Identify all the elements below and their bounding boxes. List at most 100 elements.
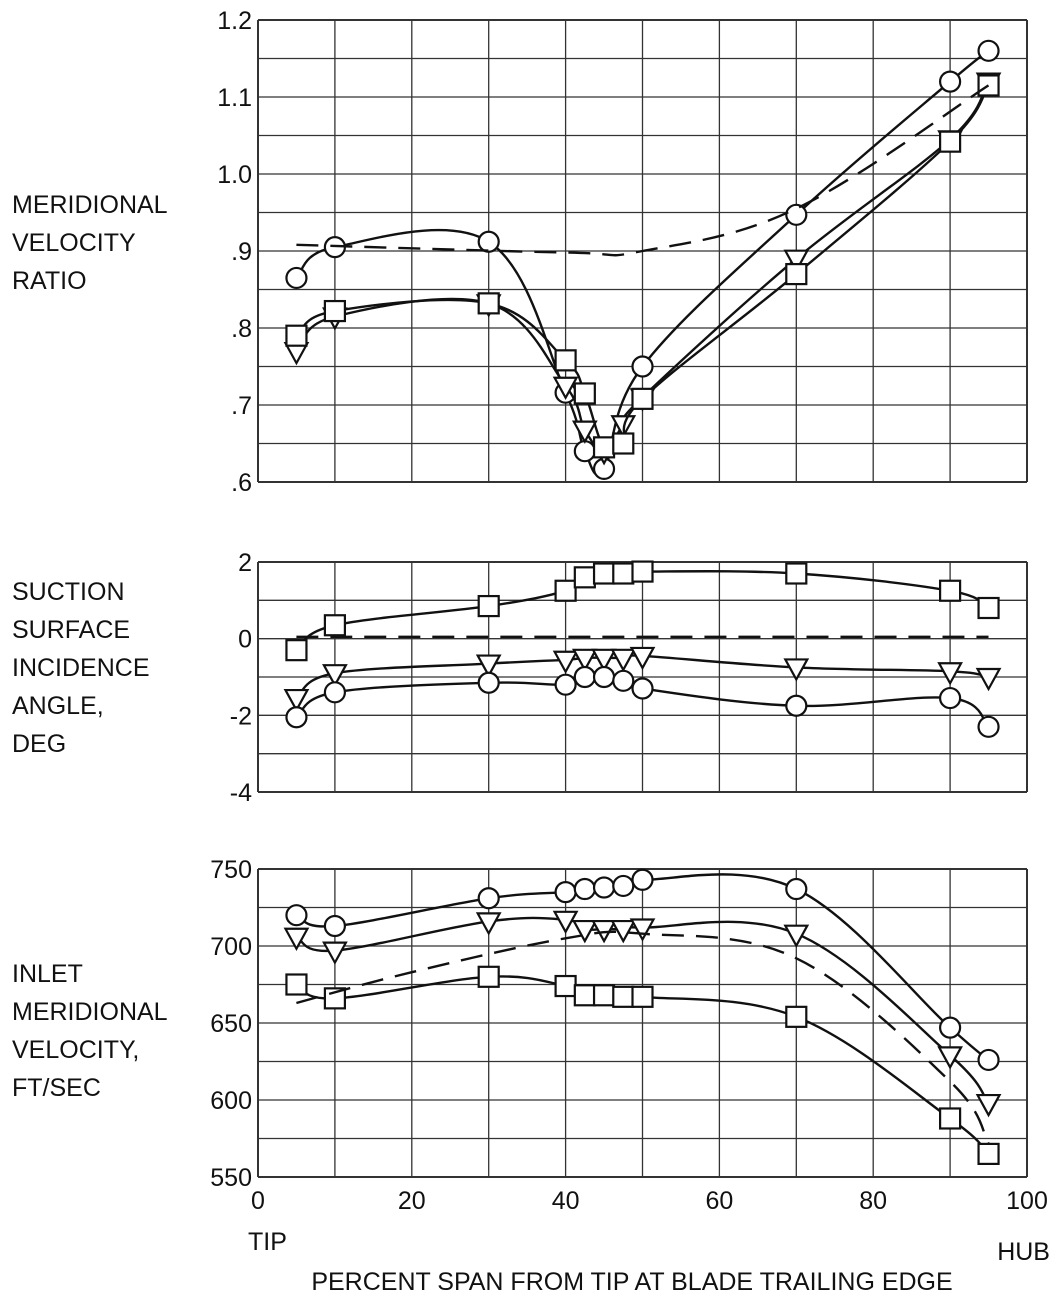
y-axis-label: SURFACE xyxy=(12,616,130,644)
y-tick-label: 600 xyxy=(210,1087,252,1115)
data-point-circle xyxy=(592,876,616,899)
data-point-circle xyxy=(573,440,596,463)
data-point-triangle xyxy=(475,654,502,678)
data-point-triangle xyxy=(552,376,579,401)
x-tick-label: 0 xyxy=(251,1187,265,1215)
data-point-square xyxy=(554,349,577,372)
data-point-square xyxy=(938,130,962,153)
data-point-circle xyxy=(323,681,346,704)
data-point-circle xyxy=(477,671,500,694)
y-axis-label: DEG xyxy=(12,730,66,758)
data-point-square xyxy=(592,984,616,1007)
data-point-square xyxy=(573,566,596,589)
data-point-square xyxy=(323,299,346,323)
x-tick-label: 60 xyxy=(705,1187,733,1215)
x-tick-label: 80 xyxy=(859,1187,887,1215)
data-point-triangle xyxy=(783,658,810,682)
data-point-square xyxy=(977,74,1000,97)
data-point-triangle xyxy=(937,1046,963,1070)
x-axis-title: PERCENT SPAN FROM TIP AT BLADE TRAILING … xyxy=(311,1268,952,1296)
y-axis-label: VELOCITY xyxy=(12,229,136,257)
data-point-triangle xyxy=(629,646,656,671)
data-point-square xyxy=(612,985,635,1008)
data-point-square xyxy=(631,985,654,1008)
data-point-triangle xyxy=(610,648,637,673)
data-point-triangle xyxy=(552,650,579,675)
y-tick-label: 650 xyxy=(210,1010,252,1038)
y-axis-label: VELOCITY, xyxy=(12,1036,139,1064)
data-point-square xyxy=(477,594,500,618)
data-point-triangle xyxy=(591,648,617,673)
data-point-circle xyxy=(938,70,962,93)
data-point-circle xyxy=(554,673,577,696)
data-point-triangle xyxy=(283,927,310,952)
x-hub-label: HUB xyxy=(997,1238,1050,1266)
data-point-triangle xyxy=(283,688,310,713)
y-tick-label: .8 xyxy=(231,315,252,343)
data-point-square xyxy=(554,579,577,602)
data-point-triangle xyxy=(975,667,1002,692)
data-point-triangle xyxy=(552,910,579,935)
data-point-triangle xyxy=(475,912,502,936)
data-point-circle xyxy=(785,694,808,717)
data-point-square xyxy=(631,560,654,583)
panel-inlet-meridional-velocity: 550 600 650 700 750 0 20 40 60 80 100 INLET MERIDION… xyxy=(12,856,1048,1215)
y-axis-label: RATIO xyxy=(12,267,87,295)
y-axis-label: MERIDIONAL xyxy=(12,191,168,219)
y-tick-label: 750 xyxy=(210,856,252,884)
data-point-circle xyxy=(573,877,596,901)
data-point-triangle xyxy=(975,1093,1002,1118)
x-tick-label: 100 xyxy=(1006,1187,1048,1215)
data-point-square xyxy=(285,639,308,662)
data-point-circle xyxy=(477,230,500,253)
data-point-square xyxy=(785,263,808,286)
data-point-circle xyxy=(785,203,808,226)
data-point-circle xyxy=(612,874,635,898)
series-line xyxy=(296,84,990,257)
data-point-triangle xyxy=(783,924,810,948)
data-point-circle xyxy=(573,665,596,689)
y-tick-label: .7 xyxy=(231,392,252,420)
data-point-square xyxy=(477,292,500,315)
data-point-circle xyxy=(977,715,1000,738)
y-axis-label: MERIDIONAL xyxy=(12,998,168,1026)
data-point-square xyxy=(612,432,635,455)
y-tick-label: 1.1 xyxy=(217,84,252,112)
panel-meridional-velocity-ratio: .6 .7 .8 .9 1.0 1.1 1.2 MERIDIONAL VELOCITY RATIO xyxy=(12,7,1028,497)
data-point-circle xyxy=(785,877,808,901)
data-point-square xyxy=(977,1142,1000,1166)
y-tick-label: 0 xyxy=(238,626,252,654)
data-point-square xyxy=(285,324,308,347)
y-axis-label: INCIDENCE xyxy=(12,654,150,682)
data-point-triangle xyxy=(322,941,348,965)
y-tick-label: .9 xyxy=(231,238,252,266)
data-point-triangle xyxy=(629,918,656,942)
y-axis-label: INLET xyxy=(12,960,83,988)
data-point-square xyxy=(592,562,616,585)
data-point-circle xyxy=(554,880,577,904)
x-tip-label: TIP xyxy=(248,1228,287,1256)
x-tick-label: 40 xyxy=(552,1187,580,1215)
data-point-square xyxy=(785,562,808,585)
panel-suction-surface-incidence-angle: -4 -2 0 2 SUCTION SURFACE INCIDENCE ANGLE, DEG xyxy=(12,549,1028,807)
data-point-square xyxy=(323,614,346,637)
y-tick-label: 550 xyxy=(210,1164,252,1192)
data-point-circle xyxy=(631,677,654,700)
y-tick-label: 1.0 xyxy=(217,161,252,189)
y-tick-label: -4 xyxy=(230,779,252,807)
data-point-triangle xyxy=(937,662,963,686)
y-tick-label: .6 xyxy=(231,469,252,497)
data-point-circle xyxy=(631,355,654,378)
data-point-triangle xyxy=(571,919,598,944)
data-point-square xyxy=(938,579,962,602)
series-line xyxy=(296,930,990,1144)
data-point-circle xyxy=(285,706,308,729)
data-point-circle xyxy=(592,665,616,689)
y-tick-label: 1.2 xyxy=(217,7,252,35)
data-point-circle xyxy=(938,686,962,710)
data-point-square xyxy=(554,974,577,998)
data-point-square xyxy=(477,965,500,988)
data-point-square xyxy=(573,382,596,405)
y-axis-label: ANGLE, xyxy=(12,692,104,720)
